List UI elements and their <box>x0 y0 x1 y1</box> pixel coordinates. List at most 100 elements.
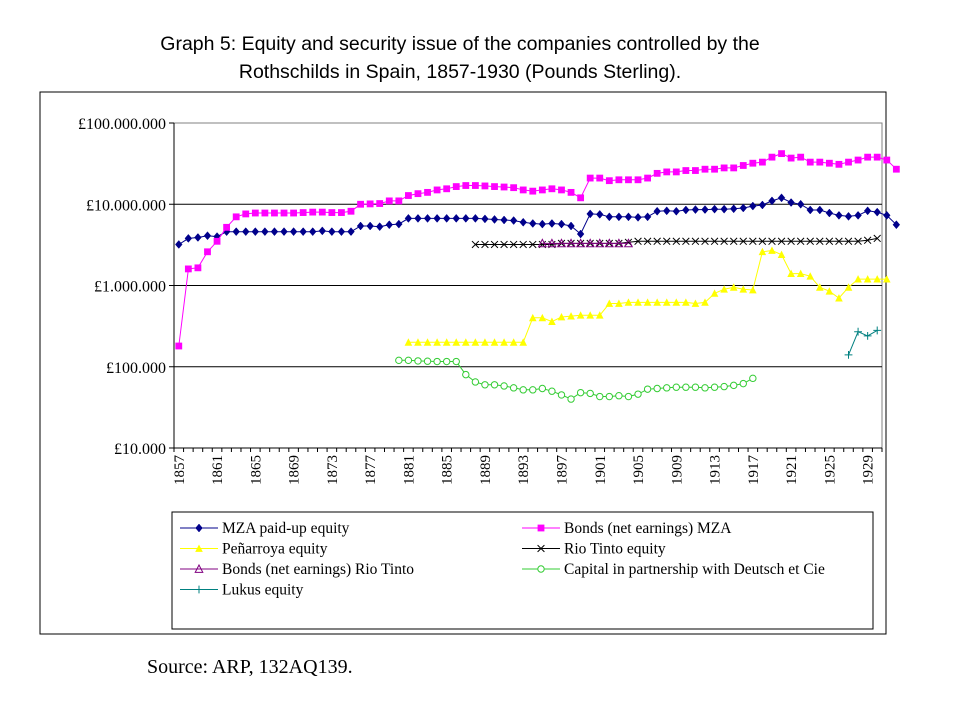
data-point-0-1898 <box>567 221 575 231</box>
data-point-0-1874 <box>337 227 346 237</box>
data-point-0-1875 <box>347 227 355 237</box>
legend-item-5: Capital in partnership with Deutsch et C… <box>522 561 825 578</box>
data-point-5-1898 <box>567 395 575 403</box>
data-point-1-1913 <box>711 165 718 173</box>
data-point-0-1877 <box>366 221 374 231</box>
legend-marker-2 <box>195 544 203 552</box>
data-point-0-1922 <box>796 199 805 209</box>
data-point-5-1902 <box>605 392 614 401</box>
data-point-2-1925 <box>825 287 834 295</box>
data-point-3-1907 <box>653 237 661 246</box>
data-point-4-1902 <box>604 238 614 248</box>
data-point-5-1906 <box>643 385 652 393</box>
legend-label-5: Capital in partnership with Deutsch et C… <box>564 561 825 578</box>
data-point-0-1911 <box>691 205 700 214</box>
data-point-1-1908 <box>663 168 671 176</box>
data-point-1-1881 <box>405 192 412 199</box>
data-point-5-1915 <box>730 381 738 390</box>
data-point-5-1911 <box>691 383 700 391</box>
data-point-4-1904 <box>623 238 634 248</box>
data-point-0-1895 <box>538 219 547 229</box>
data-point-0-1881 <box>404 213 413 223</box>
data-point-1-1882 <box>414 190 422 198</box>
data-point-5-1907 <box>653 384 661 393</box>
data-point-2-1917 <box>749 286 757 294</box>
data-point-3-1911 <box>691 237 700 246</box>
data-point-3-1923 <box>806 237 814 246</box>
x-tick-label-1885: 1885 <box>440 455 456 485</box>
data-point-2-1889 <box>481 338 489 346</box>
data-point-2-1887 <box>462 338 470 346</box>
data-point-1-1897 <box>558 186 565 194</box>
data-point-0-1910 <box>682 205 690 215</box>
data-point-0-1918 <box>758 200 767 210</box>
data-point-1-1898 <box>567 188 575 196</box>
data-point-0-1892 <box>509 216 518 225</box>
legend-label-0: MZA paid-up equity <box>222 520 350 537</box>
data-point-3-1918 <box>758 237 767 246</box>
y-tick-label-1: £10.000.000 <box>86 197 166 214</box>
data-point-1-1865 <box>251 209 259 217</box>
legend-marker-6 <box>195 585 203 594</box>
data-point-4-1901 <box>595 238 605 248</box>
data-point-0-1925 <box>825 208 834 218</box>
data-point-1-1899 <box>577 194 585 202</box>
data-point-0-1887 <box>462 213 470 223</box>
data-point-3-1927 <box>844 237 853 246</box>
data-point-0-1909 <box>672 206 681 216</box>
data-point-0-1893 <box>519 217 527 227</box>
data-point-0-1860 <box>203 231 212 241</box>
legend-marker-1 <box>537 524 545 532</box>
data-point-5-1886 <box>452 357 460 366</box>
legend-item-0: MZA paid-up equity <box>180 520 350 537</box>
data-point-1-1868 <box>280 209 288 217</box>
legend-item-6: Lukus equity <box>180 582 304 599</box>
data-point-1-1880 <box>395 197 403 205</box>
data-point-0-1929 <box>863 206 872 216</box>
y-tick-label-3: £100.000 <box>106 360 166 377</box>
data-point-3-1922 <box>796 237 805 246</box>
data-point-2-1882 <box>414 338 422 346</box>
data-point-0-1912 <box>701 205 709 214</box>
data-point-3-1919 <box>768 237 776 246</box>
chart-title: Graph 5: Equity and security issue of th… <box>0 30 920 86</box>
data-point-1-1867 <box>271 209 278 217</box>
data-point-2-1921 <box>787 269 795 278</box>
data-point-1-1925 <box>825 159 833 167</box>
data-point-0-1931 <box>883 210 891 220</box>
x-tick-label-1913: 1913 <box>708 455 724 485</box>
data-point-0-1901 <box>596 210 604 219</box>
data-point-0-1886 <box>452 213 460 223</box>
data-point-0-1879 <box>385 220 393 230</box>
chart-title-line-1: Graph 5: Equity and security issue of th… <box>160 33 760 55</box>
data-point-3-1909 <box>672 237 681 246</box>
data-point-3-1928 <box>854 237 862 246</box>
data-point-0-1872 <box>318 226 327 236</box>
data-point-0-1921 <box>787 198 795 207</box>
x-tick-label-1873: 1873 <box>325 455 341 485</box>
data-point-0-1904 <box>624 212 633 222</box>
data-point-1-1872 <box>318 208 326 216</box>
data-point-0-1865 <box>251 227 260 237</box>
legend-label-1: Bonds (net earnings) MZA <box>564 520 732 537</box>
data-point-1-1864 <box>242 210 250 218</box>
data-point-3-1921 <box>787 237 795 246</box>
data-point-5-1893 <box>519 386 527 394</box>
data-point-2-1885 <box>442 338 451 346</box>
data-point-5-1913 <box>710 383 719 391</box>
series-1 <box>175 150 900 350</box>
data-point-2-1905 <box>634 298 642 306</box>
data-point-2-1886 <box>452 338 461 346</box>
data-point-1-1889 <box>481 182 489 190</box>
x-tick-label-1917: 1917 <box>746 455 762 486</box>
data-point-0-1932 <box>892 220 901 230</box>
axes <box>169 122 883 452</box>
data-point-1-1894 <box>529 187 537 195</box>
legend-marker-3 <box>537 544 545 553</box>
data-point-1-1930 <box>873 153 881 161</box>
series-6 <box>844 326 882 359</box>
data-point-0-1870 <box>299 227 307 237</box>
data-point-1-1873 <box>328 209 336 216</box>
data-point-6-1930 <box>873 326 882 335</box>
data-point-5-1883 <box>423 357 432 365</box>
